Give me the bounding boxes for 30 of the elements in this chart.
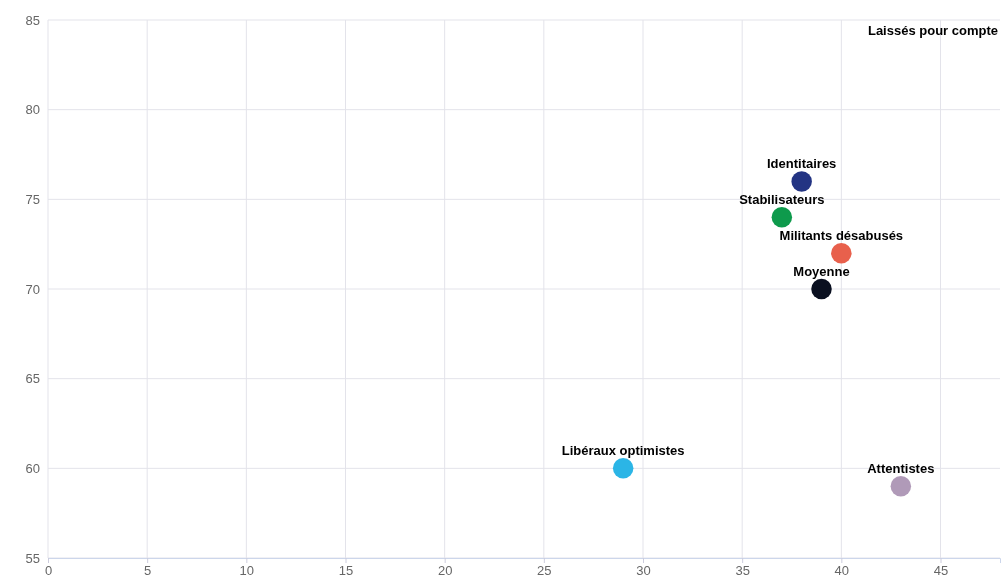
y-tick-label: 80: [25, 102, 40, 118]
point: [890, 476, 912, 497]
annotation: Laissés pour compte: [867, 23, 998, 38]
series-label: Attentistes: [867, 461, 935, 477]
series-label: Militants désabusés: [779, 228, 904, 244]
y-tick-label: 55: [25, 550, 40, 566]
series-label: Stabilisateurs: [739, 192, 825, 208]
point: [811, 278, 832, 300]
point: [612, 458, 634, 479]
x-tick-label: 45: [933, 563, 949, 579]
point: [791, 171, 812, 192]
x-tick-label: 0: [44, 563, 53, 579]
point: [771, 207, 793, 228]
x-tick-label: 5: [144, 563, 152, 579]
x-tick-label: 10: [239, 563, 255, 579]
y-tick-label: 70: [25, 281, 40, 297]
y-tick-label: 65: [25, 371, 40, 387]
y-tick-label: 60: [25, 460, 40, 476]
series-label: Moyenne: [793, 264, 850, 279]
x-tick-label: 30: [636, 563, 651, 579]
y-tick-label: 85: [25, 12, 40, 28]
x-tick-label: 40: [834, 563, 850, 579]
x-tick-label: 35: [735, 563, 750, 579]
x-tick-label: 15: [338, 563, 354, 579]
series-label: Identitaires: [766, 156, 837, 172]
y-tick-label: 75: [25, 191, 40, 207]
x-tick-label: 25: [537, 563, 552, 579]
x-tick-label: 20: [437, 563, 453, 579]
point: [831, 242, 852, 264]
series-label: Libéraux optimistes: [561, 443, 685, 459]
